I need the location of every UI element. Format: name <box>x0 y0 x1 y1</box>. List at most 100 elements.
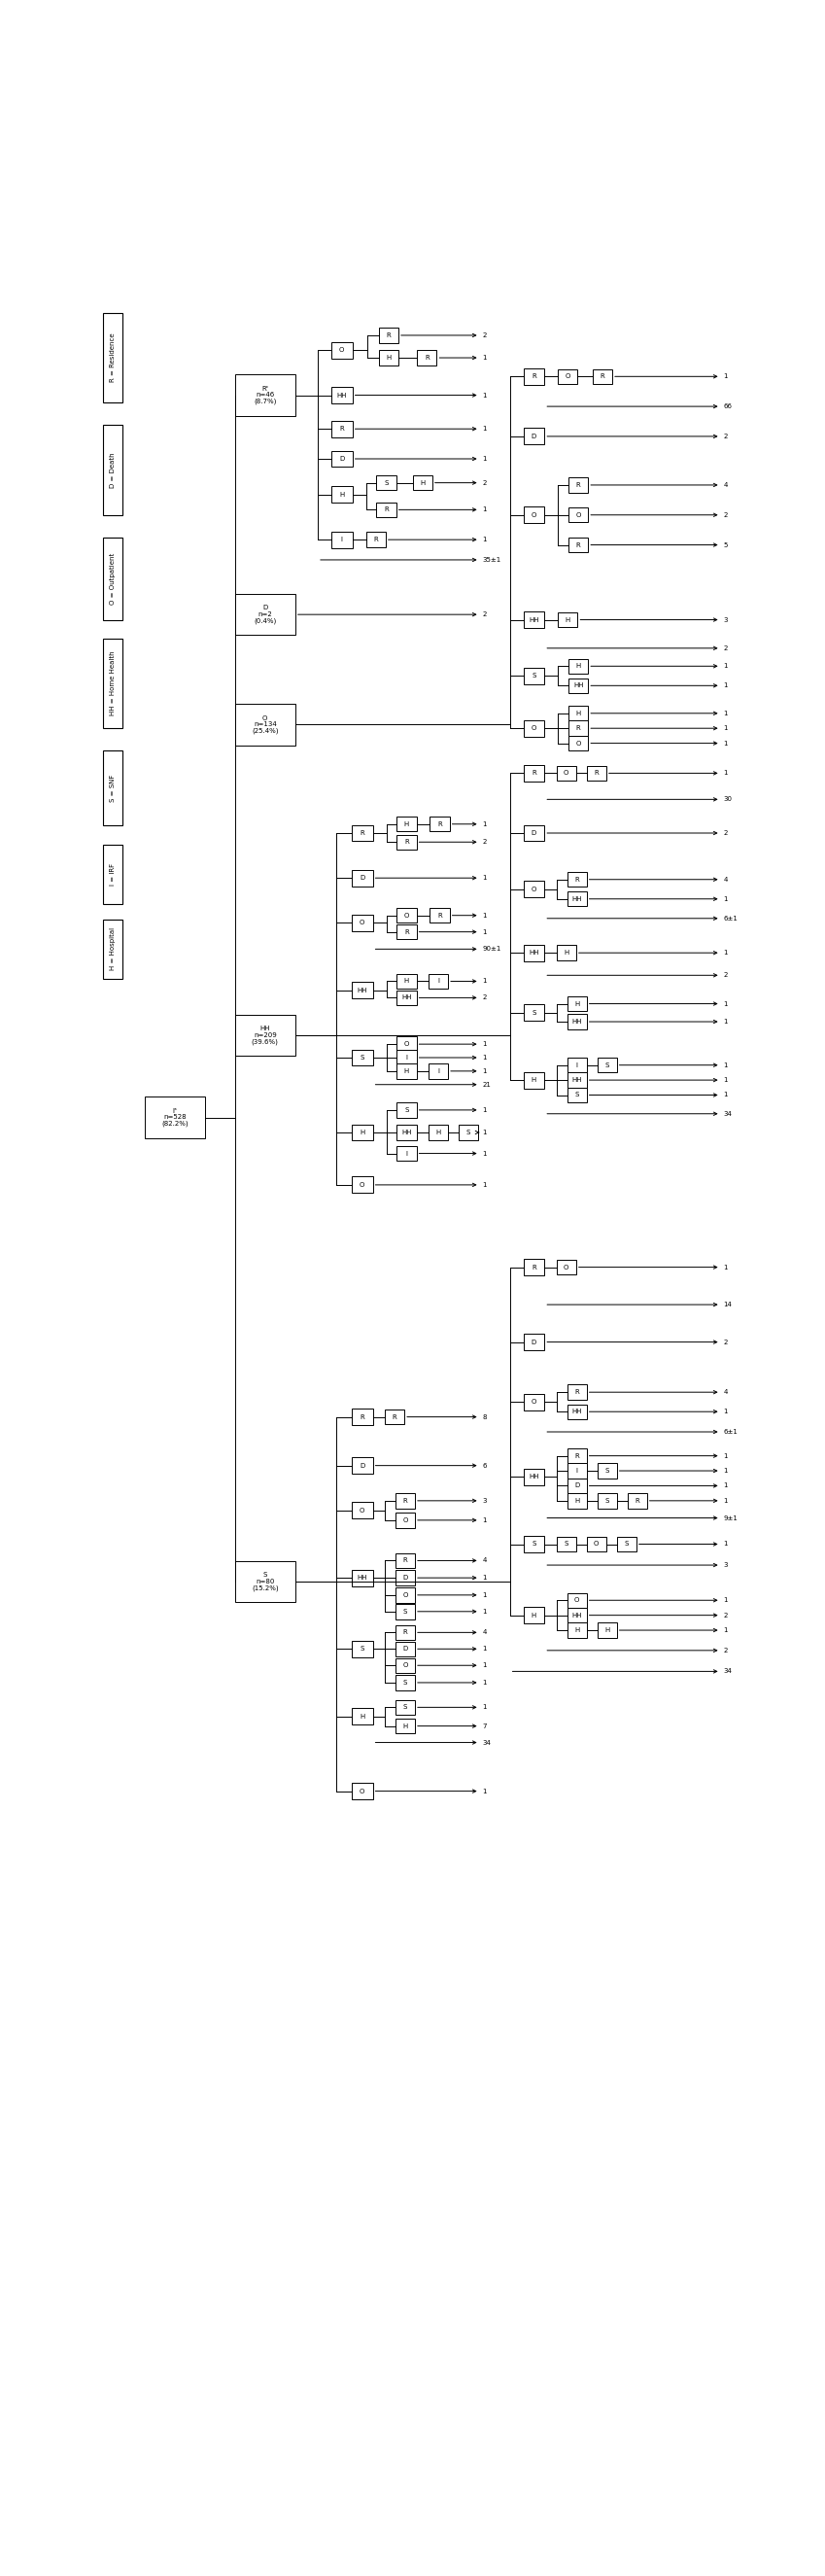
Text: R: R <box>360 1414 365 1419</box>
Text: H: H <box>565 616 570 623</box>
Text: R: R <box>600 374 605 379</box>
Bar <box>351 1708 373 1723</box>
Text: 1: 1 <box>483 876 487 881</box>
Text: H: H <box>404 979 409 984</box>
Text: I: I <box>437 979 439 984</box>
Bar <box>428 974 448 989</box>
Text: R: R <box>574 1388 579 1396</box>
Text: 1: 1 <box>724 1597 728 1602</box>
Bar <box>103 639 123 729</box>
Bar <box>376 502 396 518</box>
Text: O: O <box>360 1182 365 1188</box>
Bar <box>395 1659 415 1672</box>
Text: 1: 1 <box>483 536 487 544</box>
Bar <box>235 595 295 636</box>
Text: D
n=2
(0.4%): D n=2 (0.4%) <box>254 605 276 623</box>
Bar <box>351 824 373 842</box>
Bar <box>587 765 606 781</box>
Text: R: R <box>437 912 442 917</box>
Bar <box>428 1064 448 1079</box>
Text: O: O <box>576 739 581 747</box>
Bar <box>351 914 373 930</box>
Text: 1: 1 <box>483 930 487 935</box>
Text: HH: HH <box>572 1409 582 1414</box>
Text: 1: 1 <box>483 1041 487 1046</box>
Text: 2: 2 <box>483 479 487 487</box>
Text: HH: HH <box>572 1018 582 1025</box>
Text: 1: 1 <box>483 1069 487 1074</box>
Bar <box>523 721 544 737</box>
Bar <box>103 920 123 979</box>
Text: D: D <box>360 1463 365 1468</box>
Bar <box>523 368 544 384</box>
Bar <box>395 1700 415 1716</box>
Text: I = IRF: I = IRF <box>110 863 116 886</box>
Text: S: S <box>605 1061 609 1069</box>
Text: 66: 66 <box>724 404 732 410</box>
Text: 1: 1 <box>483 1680 487 1685</box>
Text: 4: 4 <box>724 482 728 487</box>
Text: 2: 2 <box>724 829 728 837</box>
Text: 34: 34 <box>724 1669 732 1674</box>
Bar <box>397 989 417 1005</box>
Text: R: R <box>634 1497 639 1504</box>
Text: 6: 6 <box>483 1463 487 1468</box>
Bar <box>103 845 123 904</box>
Text: R: R <box>386 332 391 337</box>
Bar <box>567 1463 587 1479</box>
Bar <box>351 1123 373 1141</box>
Text: 1: 1 <box>483 1128 487 1136</box>
Text: S: S <box>403 1680 408 1685</box>
Text: S: S <box>360 1054 365 1061</box>
Text: H: H <box>574 1497 579 1504</box>
Text: O
n=134
(25.4%): O n=134 (25.4%) <box>252 716 278 734</box>
Text: R: R <box>340 425 344 433</box>
Bar <box>523 824 544 842</box>
Text: D: D <box>339 456 344 461</box>
Text: 1: 1 <box>483 1662 487 1669</box>
Bar <box>351 1458 373 1473</box>
Bar <box>395 1553 415 1569</box>
Text: 30: 30 <box>724 796 732 801</box>
Text: HH: HH <box>402 1128 412 1136</box>
Bar <box>523 1535 544 1553</box>
Bar <box>567 1059 587 1072</box>
Bar <box>395 1625 415 1641</box>
Text: 1: 1 <box>724 1061 728 1069</box>
Bar <box>567 873 587 886</box>
Text: H: H <box>339 492 344 497</box>
Text: H: H <box>563 951 568 956</box>
Text: 1: 1 <box>483 456 487 461</box>
Bar <box>144 1097 205 1139</box>
Text: 35±1: 35±1 <box>483 556 501 562</box>
Text: HH: HH <box>357 1574 367 1582</box>
Text: 1: 1 <box>483 1705 487 1710</box>
Text: 5: 5 <box>724 541 728 549</box>
Bar <box>567 1623 587 1638</box>
Text: I: I <box>406 1054 408 1061</box>
Text: H: H <box>574 1002 579 1007</box>
Bar <box>523 1468 544 1484</box>
Bar <box>235 374 295 415</box>
Bar <box>397 1051 417 1064</box>
Text: D: D <box>531 433 536 440</box>
Bar <box>597 1059 617 1072</box>
Text: O: O <box>360 920 365 925</box>
Bar <box>597 1494 617 1507</box>
Text: HH: HH <box>337 392 347 399</box>
Text: O: O <box>531 886 536 891</box>
Bar <box>567 997 587 1012</box>
Text: 1: 1 <box>724 711 728 716</box>
Text: S: S <box>605 1468 609 1473</box>
Bar <box>384 1409 404 1425</box>
Text: R: R <box>437 822 442 827</box>
Bar <box>567 1404 587 1419</box>
Text: HH: HH <box>529 616 539 623</box>
Bar <box>523 428 544 446</box>
Text: S: S <box>532 672 536 680</box>
Text: 2: 2 <box>724 433 728 440</box>
Bar <box>397 925 417 940</box>
Bar <box>523 1607 544 1623</box>
Text: 1: 1 <box>483 1151 487 1157</box>
Bar <box>567 891 587 907</box>
